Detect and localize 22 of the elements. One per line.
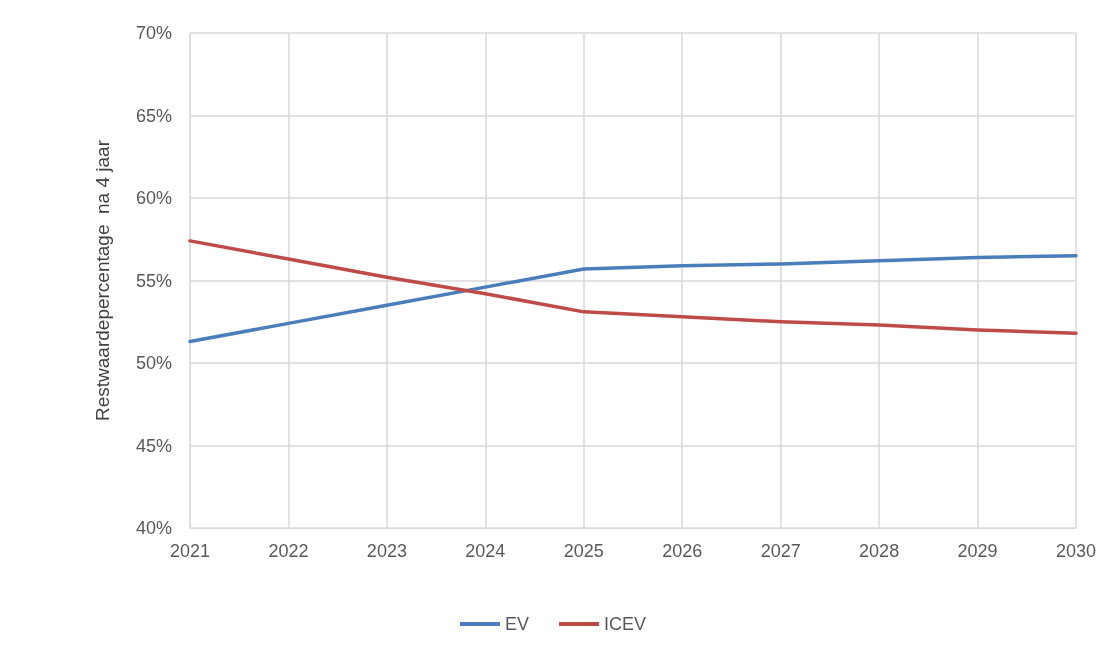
legend-label: ICEV (604, 614, 647, 634)
y-tick-label: 70% (135, 23, 172, 43)
y-tick-label: 50% (135, 353, 172, 373)
x-tick-label: 2024 (465, 541, 506, 561)
y-tick-label: 65% (135, 105, 172, 126)
x-tick-label: 2022 (268, 541, 309, 561)
x-tick-label: 2027 (760, 541, 801, 561)
y-axis-title: Restwaardepercentage na 4 jaar (92, 139, 113, 421)
x-tick-label: 2030 (1055, 541, 1097, 561)
y-tick-label: 40% (135, 518, 172, 538)
x-tick-label: 2029 (957, 541, 998, 561)
y-tick-label: 55% (135, 270, 172, 291)
y-tick-label: 60% (135, 188, 172, 208)
x-tick-label: 2023 (366, 541, 407, 561)
x-tick-label: 2021 (169, 541, 211, 561)
line-series (188, 254, 1078, 344)
x-tick-label: 2025 (563, 541, 604, 561)
x-tick-label: 2026 (662, 541, 703, 561)
legend-label: EV (504, 614, 529, 634)
y-tick-label: 45% (135, 435, 172, 456)
line-series (188, 239, 1078, 336)
x-tick-label: 2028 (859, 541, 900, 561)
